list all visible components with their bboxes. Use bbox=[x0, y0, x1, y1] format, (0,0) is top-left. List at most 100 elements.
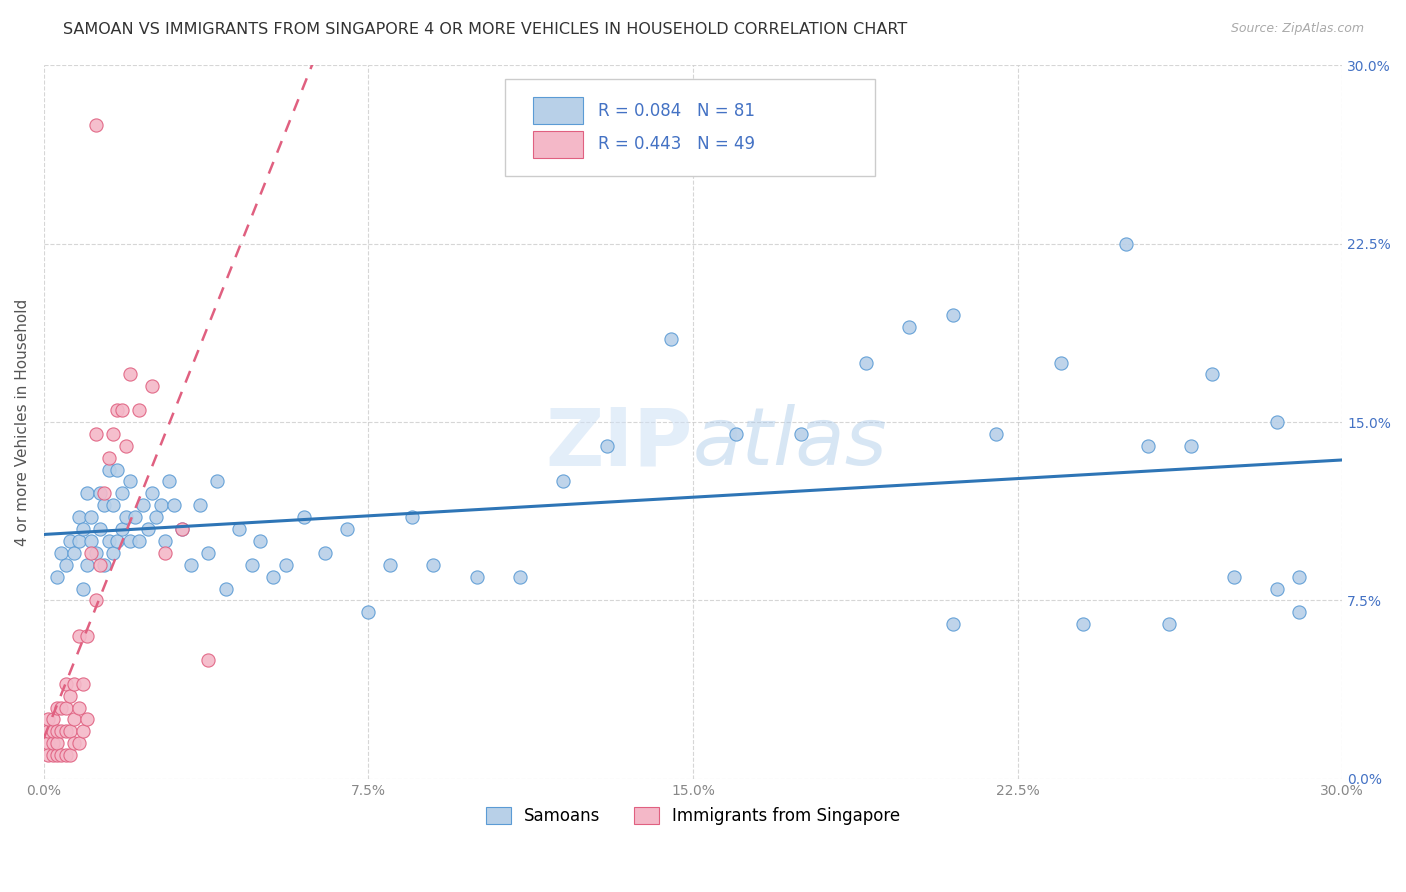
Point bbox=[942, 617, 965, 632]
Point bbox=[72, 724, 94, 739]
Point bbox=[51, 546, 73, 560]
Point bbox=[55, 677, 77, 691]
Point bbox=[101, 546, 124, 560]
Point bbox=[157, 475, 180, 489]
Point bbox=[72, 677, 94, 691]
Point bbox=[97, 462, 120, 476]
Point bbox=[124, 510, 146, 524]
Point bbox=[41, 736, 63, 750]
Point bbox=[72, 582, 94, 596]
Text: R = 0.443   N = 49: R = 0.443 N = 49 bbox=[599, 136, 755, 153]
Point bbox=[67, 510, 90, 524]
Point bbox=[80, 533, 103, 548]
Point bbox=[107, 462, 129, 476]
Point bbox=[172, 522, 194, 536]
Point bbox=[59, 748, 82, 763]
Point bbox=[153, 546, 176, 560]
Point bbox=[93, 498, 115, 512]
Point bbox=[120, 475, 142, 489]
Point bbox=[149, 498, 172, 512]
Point bbox=[1180, 439, 1202, 453]
Point bbox=[45, 569, 67, 583]
Point bbox=[1265, 582, 1288, 596]
Point bbox=[76, 629, 98, 643]
Point bbox=[141, 379, 163, 393]
Point bbox=[37, 748, 59, 763]
Point bbox=[214, 582, 236, 596]
Point bbox=[136, 522, 159, 536]
Point bbox=[197, 546, 219, 560]
Point bbox=[276, 558, 298, 572]
Point bbox=[205, 475, 228, 489]
Point bbox=[101, 426, 124, 441]
Point bbox=[115, 510, 138, 524]
Point bbox=[1159, 617, 1181, 632]
Point bbox=[111, 403, 134, 417]
Point bbox=[45, 736, 67, 750]
Point bbox=[249, 533, 271, 548]
Point bbox=[41, 724, 63, 739]
Point bbox=[107, 533, 129, 548]
Point bbox=[51, 700, 73, 714]
Point bbox=[67, 629, 90, 643]
Point bbox=[1288, 569, 1310, 583]
Point bbox=[45, 748, 67, 763]
Point bbox=[790, 426, 813, 441]
Point bbox=[67, 736, 90, 750]
Point bbox=[80, 546, 103, 560]
Point bbox=[51, 724, 73, 739]
Point bbox=[262, 569, 284, 583]
Point bbox=[101, 498, 124, 512]
Point bbox=[180, 558, 202, 572]
Point bbox=[59, 724, 82, 739]
Point bbox=[128, 403, 150, 417]
Point bbox=[45, 724, 67, 739]
Point bbox=[84, 118, 107, 132]
Point bbox=[1050, 355, 1073, 369]
Point bbox=[51, 748, 73, 763]
Point bbox=[172, 522, 194, 536]
Text: SAMOAN VS IMMIGRANTS FROM SINGAPORE 4 OR MORE VEHICLES IN HOUSEHOLD CORRELATION : SAMOAN VS IMMIGRANTS FROM SINGAPORE 4 OR… bbox=[63, 22, 907, 37]
Point bbox=[93, 558, 115, 572]
Point bbox=[120, 533, 142, 548]
Point bbox=[84, 593, 107, 607]
Point bbox=[76, 558, 98, 572]
Point bbox=[240, 558, 263, 572]
Text: Source: ZipAtlas.com: Source: ZipAtlas.com bbox=[1230, 22, 1364, 36]
Point bbox=[163, 498, 186, 512]
Text: atlas: atlas bbox=[693, 404, 887, 483]
Point bbox=[401, 510, 423, 524]
Point bbox=[72, 522, 94, 536]
Point bbox=[378, 558, 401, 572]
Point bbox=[661, 332, 683, 346]
Point bbox=[128, 533, 150, 548]
Point bbox=[111, 486, 134, 500]
Point bbox=[465, 569, 488, 583]
Point bbox=[1265, 415, 1288, 429]
Bar bbox=[533, 131, 582, 158]
Point bbox=[80, 510, 103, 524]
Point bbox=[97, 450, 120, 465]
Legend: Samoans, Immigrants from Singapore: Samoans, Immigrants from Singapore bbox=[475, 797, 910, 835]
Point bbox=[59, 533, 82, 548]
Point bbox=[153, 533, 176, 548]
Point bbox=[855, 355, 877, 369]
Point bbox=[1071, 617, 1094, 632]
Text: ZIP: ZIP bbox=[546, 404, 693, 483]
Point bbox=[37, 713, 59, 727]
Point bbox=[228, 522, 250, 536]
Point bbox=[336, 522, 359, 536]
Point bbox=[67, 533, 90, 548]
Point bbox=[63, 546, 86, 560]
Point bbox=[84, 546, 107, 560]
Point bbox=[942, 308, 965, 322]
Point bbox=[45, 700, 67, 714]
Point bbox=[63, 677, 86, 691]
Point bbox=[115, 439, 138, 453]
Point bbox=[1115, 236, 1137, 251]
Point bbox=[984, 426, 1007, 441]
Point bbox=[55, 558, 77, 572]
Y-axis label: 4 or more Vehicles in Household: 4 or more Vehicles in Household bbox=[15, 299, 30, 546]
Point bbox=[188, 498, 211, 512]
Point bbox=[59, 689, 82, 703]
